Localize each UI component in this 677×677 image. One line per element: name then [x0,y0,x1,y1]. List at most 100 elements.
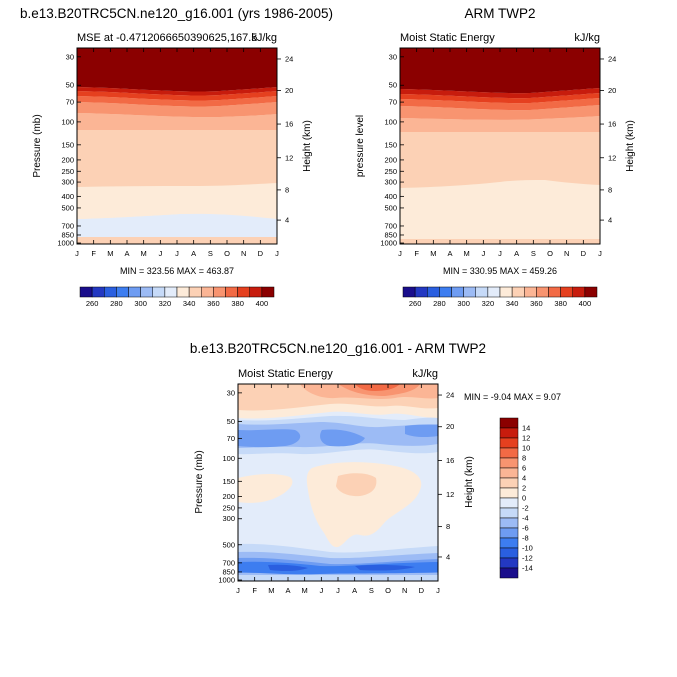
colorbar-swatch [261,286,275,298]
colorbar-swatch [176,286,190,298]
panel-model-title: b.e13.B20TRC5CN.ne120_g16.001 (yrs 1986-… [20,6,333,21]
pressure-tick-label: 500 [61,203,74,212]
month-tick-label: S [208,249,213,258]
panel-model-ylabel: Pressure (mb) [32,114,43,177]
colorbar-swatch [152,286,166,298]
month-tick-label: N [402,586,407,595]
panel-obs-ylabel-right: Height (km) [625,120,636,172]
colorbar-label: -4 [522,514,529,523]
band-370-380 [77,96,277,107]
colorbar-swatch [140,286,153,298]
height-tick-label: 4 [285,216,289,225]
colorbar-swatch [249,286,263,298]
month-tick-label: J [75,249,79,258]
band-340-350 [400,132,600,188]
colorbar-label: 6 [522,464,526,473]
diff-pos-8 [355,384,400,391]
pressure-tick-label: 200 [222,492,235,501]
pressure-tick-label: 700 [384,221,397,230]
colorbar-swatch [536,286,549,298]
panel-obs-units: kJ/kg [574,32,600,44]
panel-obs-colorbar: 260 280 300 320 340 360 380 400 [402,286,598,308]
colorbar-label: 280 [110,299,123,308]
pressure-tick-label: 400 [61,192,74,201]
band-above-400 [77,48,277,92]
panel-diff-field [238,384,438,581]
month-tick-label: M [268,586,274,595]
colorbar-swatch [451,286,464,298]
pressure-tick-label: 1000 [57,239,74,248]
band-370-380 [400,98,600,111]
month-tick-label: O [547,249,553,258]
month-tick-label: S [531,249,536,258]
colorbar-swatch [402,286,416,298]
pressure-tick-label: 700 [222,558,235,567]
colorbar-label: -8 [522,534,529,543]
band-350-360 [77,113,277,130]
band-380-390 [400,93,600,104]
colorbar-label: -14 [522,564,533,573]
month-tick-label: A [447,249,452,258]
colorbar-label: 360 [207,299,220,308]
colorbar-swatch [499,417,519,429]
diff-neg-6-8-a [238,429,301,448]
pressure-tick-label: 150 [61,140,74,149]
diff-pos-blob-left [238,474,293,503]
band-350-360 [400,116,600,132]
colorbar-label: 320 [482,299,495,308]
panel-model: b.e13.B20TRC5CN.ne120_g16.001 (yrs 1986-… [20,6,333,308]
month-tick-label: M [107,249,113,258]
height-tick-label: 8 [285,185,289,194]
diff-neg-low-core-b [355,564,415,571]
month-tick-label: J [336,586,340,595]
panel-model-units: kJ/kg [251,32,277,44]
colorbar-swatch [499,457,519,469]
colorbar-swatch [414,286,428,298]
panel-diff-stats: MIN = -9.04 MAX = 9.07 [464,392,561,402]
panel-model-colorbar: 260 280 300 320 340 360 380 400 [79,286,275,308]
pressure-tick-label: 850 [61,230,74,239]
colorbar-label: 300 [457,299,470,308]
pressure-tick-label: 200 [61,155,74,164]
band-360-370 [400,105,600,120]
panel-obs-title: ARM TWP2 [464,6,535,21]
height-tick-label: 12 [446,490,454,499]
panel-model-left-string: MSE at -0.4712066650390625,167.5 [77,32,257,44]
pressure-tick-label: 500 [222,540,235,549]
band-380-390 [77,91,277,101]
month-tick-label: F [91,249,96,258]
colorbar-swatch [499,517,519,529]
colorbar-label: 320 [159,299,172,308]
month-tick-label: M [302,586,308,595]
band-390-400 [77,87,277,96]
colorbar-swatch [499,437,519,449]
month-tick-label: A [352,586,357,595]
pressure-tick-label: 250 [384,167,397,176]
panel-obs-ylabel: pressure level [355,115,366,177]
colorbar-swatch [237,286,250,298]
month-tick-label: J [275,249,279,258]
month-tick-label: A [514,249,519,258]
colorbar-swatch [499,467,519,479]
panel-obs-left-string: Moist Static Energy [400,32,495,44]
height-tick-label: 12 [285,153,293,162]
pressure-tick-label: 300 [61,178,74,187]
pressure-tick-label: 150 [222,477,235,486]
month-tick-label: A [124,249,129,258]
panel-obs-axes: J F M A M J J A S O N D J 30 50 70 100 150 200 250 300 400 500… [380,48,616,258]
month-tick-label: J [498,249,502,258]
height-tick-label: 24 [446,391,454,400]
colorbar-label: 260 [86,299,99,308]
height-tick-label: 20 [608,86,616,95]
pressure-tick-label: 850 [384,230,397,239]
pressure-tick-label: 70 [389,98,397,107]
colorbar-swatch [427,286,440,298]
colorbar-label: 10 [522,444,530,453]
colorbar-label: 12 [522,434,530,443]
band-330-340-mid [77,183,277,219]
colorbar-swatch [225,286,238,298]
colorbar-swatch [91,286,105,298]
colorbar-swatch [560,286,573,298]
